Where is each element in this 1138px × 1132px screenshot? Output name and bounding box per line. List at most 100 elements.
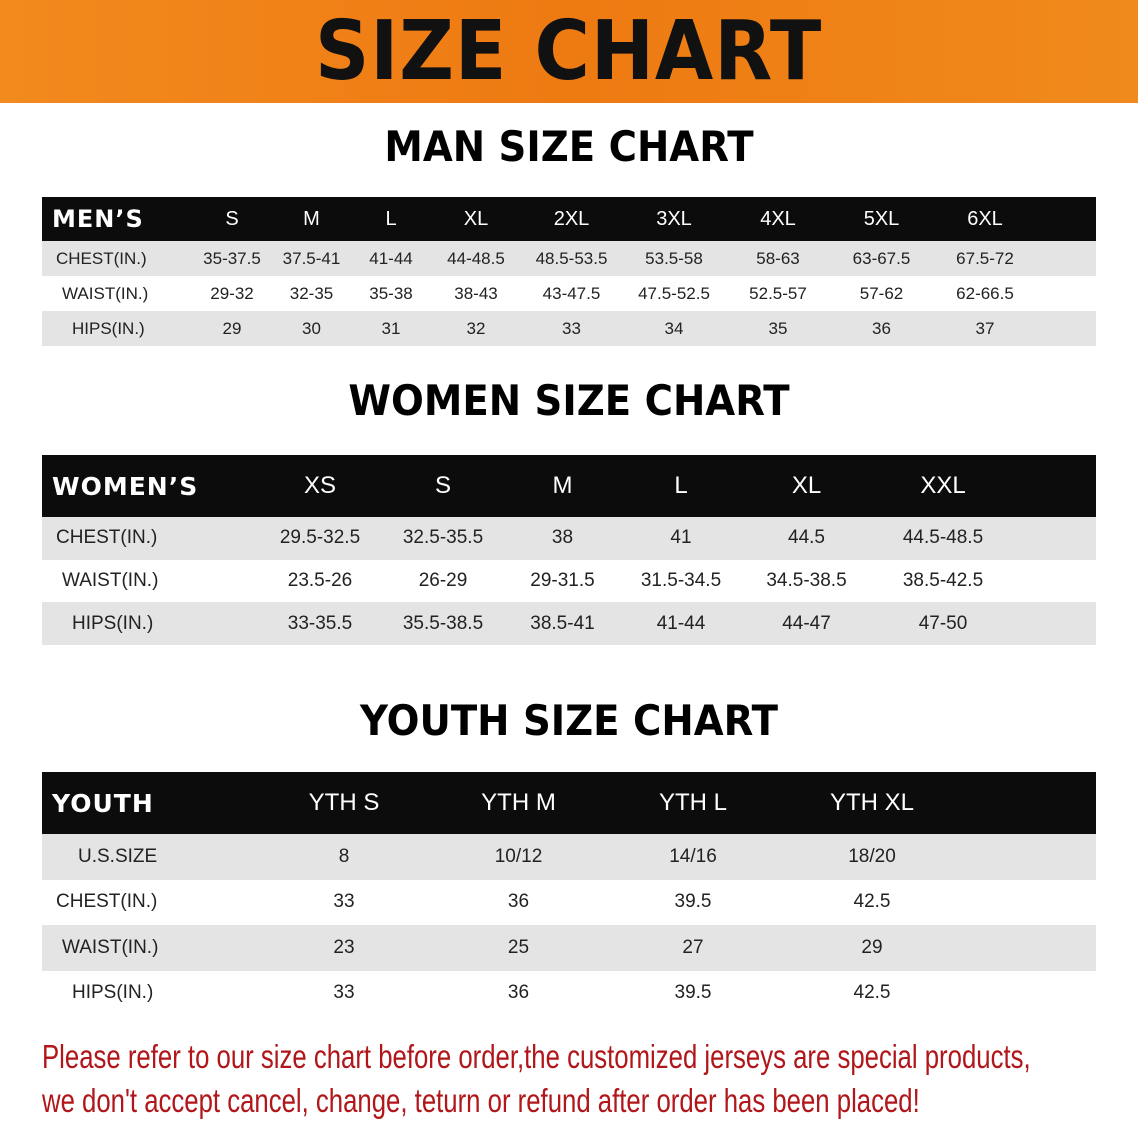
table-row: CHEST(IN.) 35-37.5 37.5-41 41-44 44-48.5 48.5… xyxy=(42,241,1096,276)
table-cell: 47-50 xyxy=(918,612,968,634)
table-cell: 43-47.5 xyxy=(542,283,601,303)
table-cell: 10/12 xyxy=(494,845,543,867)
table-cell: 35-38 xyxy=(369,283,413,303)
table-cell: 34 xyxy=(664,318,684,338)
table-cell: 4XL xyxy=(760,207,796,230)
row-label: HIPS(IN.) xyxy=(72,982,154,1004)
table-cell: 18/20 xyxy=(848,845,896,867)
women-size-table: WOMEN’S XS S M L XL XXL CHEST(IN.) 29.5-32.5 32.5… xyxy=(42,455,1096,646)
table-cell: 32 xyxy=(466,318,486,338)
row-label: WAIST(IN.) xyxy=(62,570,159,592)
table-cell: 41-44 xyxy=(369,248,413,268)
row-label: MEN’S xyxy=(52,205,144,233)
table-cell: 32-35 xyxy=(289,283,334,303)
row-label: U.S.SIZE xyxy=(78,845,158,867)
table-cell: 42.5 xyxy=(853,891,891,913)
table-cell: 44.5-48.5 xyxy=(902,527,984,549)
table-cell: 39.5 xyxy=(674,891,712,913)
table-row: HIPS(IN.) 29 30 31 32 33 34 35 36 37 xyxy=(42,311,1096,346)
table-cell: 33 xyxy=(333,891,355,913)
table-cell: 5XL xyxy=(863,207,900,230)
table-cell: M xyxy=(303,207,320,230)
men-size-table: MEN’S S M L XL 2XL 3XL 4XL 5XL 6XL CHEST(IN.) 35-37… xyxy=(42,197,1096,346)
table-cell: 35.5-38.5 xyxy=(402,612,484,634)
table-row: WAIST(IN.) 23 25 27 29 xyxy=(42,925,1096,971)
table-cell: YTH L xyxy=(658,789,727,816)
row-label: YOUTH xyxy=(52,788,154,818)
table-cell: 29-32 xyxy=(210,283,254,303)
banner: SIZE CHART xyxy=(0,0,1138,103)
table-cell: 39.5 xyxy=(674,982,712,1004)
table-cell: XXL xyxy=(920,472,966,499)
table-cell: S xyxy=(225,207,239,230)
table-header-row: WOMEN’S XS S M L XL XXL xyxy=(42,455,1096,517)
table-cell: 6XL xyxy=(967,207,1003,230)
table-cell: 58-63 xyxy=(756,248,800,268)
table-cell: 36 xyxy=(507,982,530,1004)
table-header-row: MEN’S S M L XL 2XL 3XL 4XL 5XL 6XL xyxy=(42,197,1096,241)
table-header-row: YOUTH YTH S YTH M YTH L YTH XL xyxy=(42,772,1096,834)
table-cell: 35-37.5 xyxy=(203,248,261,268)
table-cell: 29-31.5 xyxy=(530,570,595,592)
table-cell: 2XL xyxy=(553,207,590,230)
row-label: HIPS(IN.) xyxy=(72,318,145,338)
table-cell: 8 xyxy=(338,845,350,867)
notice-line-1: Please refer to our size chart before or… xyxy=(42,1038,1031,1075)
table-row: WAIST(IN.) 23.5-26 26-29 29-31.5 31.5-34.5 34… xyxy=(42,559,1096,603)
table-cell: 30 xyxy=(302,318,321,338)
table-cell: 41-44 xyxy=(656,612,706,634)
table-cell: 44-48.5 xyxy=(447,248,505,268)
table-cell: 14/16 xyxy=(669,845,717,867)
table-cell: 33 xyxy=(333,982,355,1004)
table-cell: 44-47 xyxy=(782,612,831,634)
table-row: WAIST(IN.) 29-32 32-35 35-38 38-43 43-47.5 47.… xyxy=(42,276,1096,311)
table-cell: 42.5 xyxy=(853,982,891,1004)
table-cell: 29 xyxy=(861,936,883,958)
table-cell: 38-43 xyxy=(454,283,498,303)
women-title: WOMEN SIZE CHART xyxy=(348,376,790,425)
row-label: WAIST(IN.) xyxy=(62,283,149,303)
table-cell: 26-29 xyxy=(418,570,468,592)
table-cell: 33 xyxy=(562,318,581,338)
table-row: HIPS(IN.) 33 36 39.5 42.5 xyxy=(42,970,1096,1016)
row-label: CHEST(IN.) xyxy=(56,891,158,913)
table-cell: 35 xyxy=(768,318,788,338)
table-cell: 44.5 xyxy=(788,527,825,549)
table-cell: 34.5-38.5 xyxy=(766,570,847,592)
table-row: HIPS(IN.) 33-35.5 35.5-38.5 38.5-41 41-44 44-… xyxy=(42,602,1096,646)
table-cell: 57-62 xyxy=(859,283,904,303)
table-cell: L xyxy=(385,207,397,230)
table-cell: 33-35.5 xyxy=(287,612,353,634)
table-row: U.S.SIZE 8 10/12 14/16 18/20 xyxy=(42,834,1096,880)
table-row: CHEST(IN.) 29.5-32.5 32.5-35.5 38 41 44.5 44.5… xyxy=(42,517,1096,560)
row-label: CHEST(IN.) xyxy=(56,527,158,549)
table-cell: 32.5-35.5 xyxy=(402,527,484,549)
table-cell: 38.5-41 xyxy=(530,612,595,634)
table-cell: L xyxy=(674,472,688,499)
table-cell: S xyxy=(434,472,451,499)
table-cell: 53.5-58 xyxy=(645,248,703,268)
table-cell: 41 xyxy=(670,527,692,549)
youth-size-table: YOUTH YTH S YTH M YTH L YTH XL U.S.SIZE 8 10/12… xyxy=(42,772,1096,1016)
men-title: MAN SIZE CHART xyxy=(384,122,754,171)
table-cell: 62-66.5 xyxy=(956,283,1014,303)
table-cell: YTH S xyxy=(308,789,380,816)
table-cell: YTH M xyxy=(481,789,556,816)
table-cell: 47.5-52.5 xyxy=(638,283,710,303)
table-cell: 38 xyxy=(551,527,574,549)
table-cell: XL xyxy=(791,472,822,499)
notice-line-2: we don't accept cancel, change, teturn o… xyxy=(42,1082,920,1119)
table-cell: 37.5-41 xyxy=(282,248,341,268)
row-label: WAIST(IN.) xyxy=(62,936,159,958)
table-cell: M xyxy=(552,472,573,499)
row-label: WOMEN’S xyxy=(52,471,199,501)
youth-title: YOUTH SIZE CHART xyxy=(359,696,779,745)
table-row: CHEST(IN.) 33 36 39.5 42.5 xyxy=(42,879,1096,925)
table-cell: 48.5-53.5 xyxy=(535,248,608,268)
table-cell: 31.5-34.5 xyxy=(640,570,722,592)
table-cell: 29.5-32.5 xyxy=(279,527,361,549)
table-cell: XL xyxy=(463,207,489,230)
table-cell: 25 xyxy=(507,936,530,958)
row-label: HIPS(IN.) xyxy=(72,612,154,634)
table-cell: 67.5-72 xyxy=(956,248,1014,268)
